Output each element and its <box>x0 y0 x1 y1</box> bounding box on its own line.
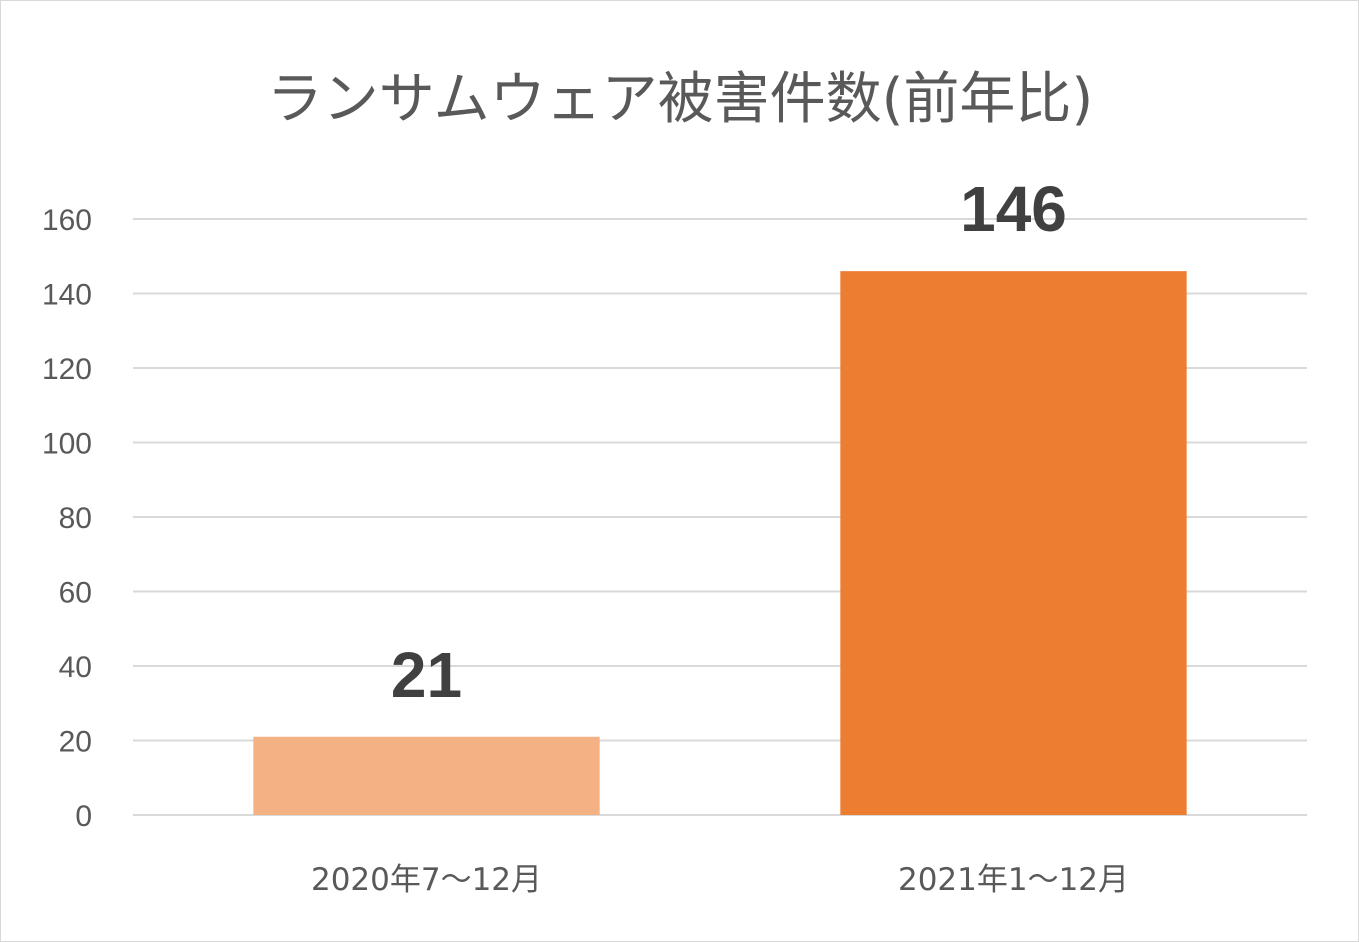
y-tick-label: 40 <box>59 651 92 684</box>
bar <box>840 271 1187 815</box>
x-axis-ticks: 2020年7～12月 2021年1～12月 <box>311 862 1129 898</box>
y-tick-label: 160 <box>42 204 92 237</box>
data-label: 21 <box>391 639 462 711</box>
x-tick-label: 2021年1～12月 <box>898 862 1129 898</box>
data-labels: 21 146 <box>391 173 1067 711</box>
y-tick-label: 20 <box>59 726 92 759</box>
x-tick-label: 2020年7～12月 <box>311 862 542 898</box>
data-label: 146 <box>960 173 1067 245</box>
y-tick-label: 140 <box>42 279 92 312</box>
bar <box>253 736 600 815</box>
y-tick-label: 60 <box>59 577 92 610</box>
bars <box>253 271 1187 815</box>
chart-title: ランサムウェア被害件数(前年比) <box>267 67 1094 132</box>
y-axis-ticks: 0 20 40 60 80 100 120 140 160 <box>42 204 92 833</box>
y-tick-label: 80 <box>59 502 92 535</box>
y-tick-label: 0 <box>75 800 92 833</box>
y-tick-label: 120 <box>42 353 92 386</box>
y-tick-label: 100 <box>42 428 92 461</box>
